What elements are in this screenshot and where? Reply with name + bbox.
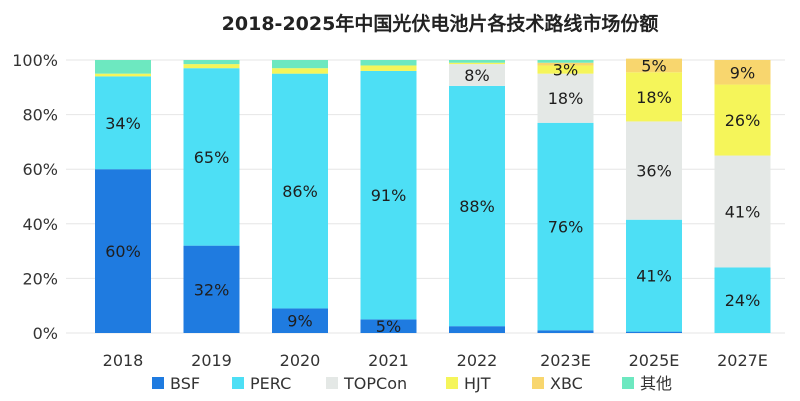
data-label: 9% [287,312,312,331]
y-tick-label: 60% [22,160,58,179]
bar-segment [449,85,505,327]
data-label: 26% [725,111,761,130]
chart-title: 2018-2025年中国光伏电池片各技术路线市场份额 [222,12,659,35]
legend-label: HJT [464,374,491,393]
bar-segment [537,65,594,74]
legend-swatch [532,377,544,389]
legend-swatch [326,377,338,389]
x-tick-label: 2022 [457,351,498,370]
data-label: 86% [282,182,318,201]
bar-segment [626,58,682,73]
legend-swatch [622,377,634,389]
bar-segment [272,60,328,69]
data-label: 76% [548,218,584,237]
data-label: 9% [730,63,755,82]
y-axis: 0% 20% 40% 60% 80% 100% [12,51,58,343]
legend-label: BSF [170,374,200,393]
bar-segment [449,62,505,65]
bar-segment [714,60,771,85]
bar-segment [360,65,417,71]
data-label: 60% [105,242,141,261]
bar-segment [272,73,328,309]
data-label: 41% [636,267,672,286]
bar-segment [714,84,771,156]
bar-segment [537,330,594,333]
bar-segment [183,60,240,65]
bar-segment [183,68,240,246]
bar-segment [449,326,505,333]
legend-label: XBC [550,374,583,393]
bars [95,58,771,333]
bar-segment [626,219,682,332]
bar-segment [272,68,328,74]
data-label: 18% [636,88,672,107]
x-tick-label: 2020 [280,351,321,370]
bar-segment [95,60,151,74]
bar-segment [183,64,240,69]
data-label: 36% [636,162,672,181]
data-label: 18% [548,89,584,108]
data-label: 5% [641,56,666,75]
bar-segment [537,60,594,63]
y-tick-label: 100% [12,51,58,70]
bar-segment [272,308,328,333]
x-tick-label: 2018 [103,351,144,370]
y-tick-label: 0% [33,324,58,343]
x-tick-label: 2025E [629,351,680,370]
bar-segment [714,155,771,268]
x-axis: 2018 2019 2020 2021 2022 2023E 2025E 2027E [103,351,768,370]
bar-segment [95,169,151,333]
bar-segment [714,267,771,333]
data-label: 41% [725,203,761,222]
bar-segment [360,70,417,320]
data-label: 8% [464,66,489,85]
bar-segment [626,331,682,333]
bar-segment [626,121,682,220]
data-labels: 60% 34% 32% 65% 9% 86% 5% 91% 88% 8% 76% 18% 3% 41% 36… [105,56,760,336]
bar-segment [537,73,594,123]
legend: BSF PERC TOPCon HJT XBC 其他 [152,374,672,393]
x-tick-label: 2019 [191,351,232,370]
legend-swatch [152,377,164,389]
x-tick-label: 2021 [368,351,409,370]
y-tick-label: 40% [22,215,58,234]
x-tick-label: 2023E [540,351,591,370]
legend-label: TOPCon [343,374,407,393]
data-label: 24% [725,291,761,310]
bar-segment [183,245,240,333]
legend-swatch [446,377,458,389]
bar-segment [449,60,505,63]
data-label: 88% [459,197,495,216]
y-tick-label: 80% [22,106,58,125]
bar-segment [449,64,505,86]
data-label: 91% [371,186,407,205]
bar-segment [537,62,594,66]
y-tick-label: 20% [22,269,58,288]
data-label: 34% [105,114,141,133]
x-tick-label: 2027E [717,351,768,370]
legend-label: PERC [250,374,291,393]
bar-segment [537,122,594,331]
bar-segment [360,60,417,66]
legend-swatch [232,377,244,389]
data-label: 5% [376,317,401,336]
data-label: 32% [194,280,230,299]
bar-segment [95,76,151,170]
data-label: 3% [553,61,578,80]
data-label: 65% [194,148,230,167]
bar-segment [360,319,417,333]
bar-segment [626,72,682,122]
bar-segment [95,73,151,77]
legend-label: 其他 [640,374,672,393]
